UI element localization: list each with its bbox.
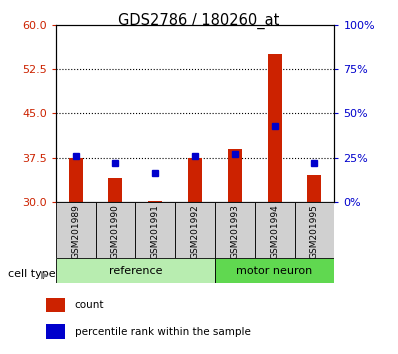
Text: GSM201991: GSM201991 (151, 204, 160, 259)
Bar (96, 202, 135, 258)
Bar (307, 175, 321, 202)
Text: motor neuron: motor neuron (236, 266, 313, 276)
Text: percentile rank within the sample: percentile rank within the sample (75, 327, 251, 337)
Bar (148, 201, 162, 202)
Bar (108, 178, 123, 202)
Bar (135, 202, 175, 258)
Text: GSM201993: GSM201993 (230, 204, 239, 259)
Bar (56, 258, 215, 283)
Text: GSM201995: GSM201995 (310, 204, 319, 259)
Bar (255, 202, 295, 258)
Bar (188, 158, 202, 202)
Text: ▶: ▶ (41, 269, 49, 279)
Text: GSM201989: GSM201989 (71, 204, 80, 259)
Bar (215, 258, 334, 283)
Bar (215, 202, 255, 258)
Bar (228, 149, 242, 202)
Bar (56, 202, 96, 258)
Text: cell type: cell type (8, 269, 56, 279)
Text: GSM201992: GSM201992 (191, 204, 199, 259)
Text: GDS2786 / 180260_at: GDS2786 / 180260_at (118, 12, 280, 29)
Bar (69, 158, 83, 202)
Bar (267, 54, 281, 202)
Text: reference: reference (109, 266, 162, 276)
Bar (46, 324, 65, 339)
Text: GSM201994: GSM201994 (270, 204, 279, 259)
Bar (175, 202, 215, 258)
Bar (295, 202, 334, 258)
Text: count: count (75, 300, 104, 310)
Text: GSM201990: GSM201990 (111, 204, 120, 259)
Bar (46, 297, 65, 312)
